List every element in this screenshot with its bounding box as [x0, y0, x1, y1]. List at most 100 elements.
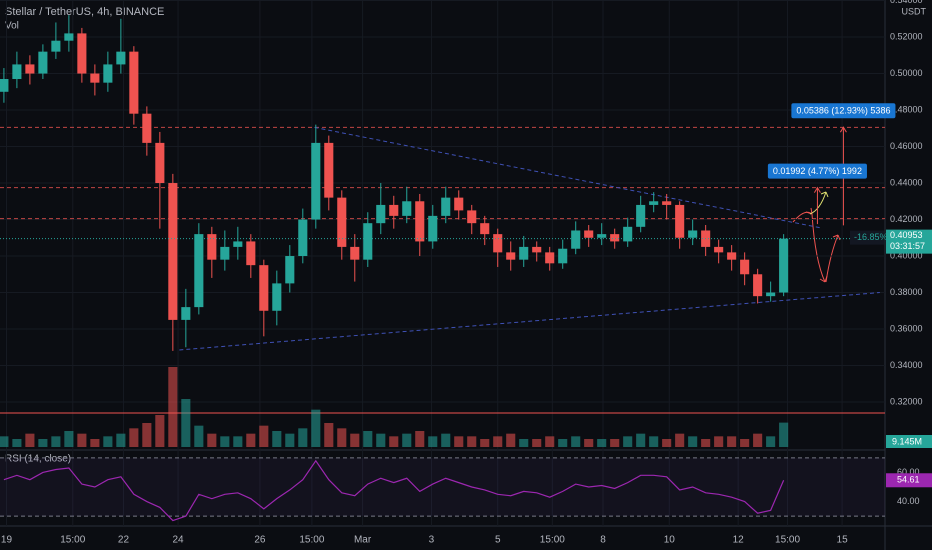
candle-body	[12, 64, 22, 80]
candle-body	[753, 274, 763, 297]
candle-body	[64, 33, 74, 41]
volume-bar	[142, 423, 152, 447]
x-tick-label: 26	[254, 535, 266, 546]
volume-bar	[168, 367, 178, 447]
volume-bar	[311, 409, 321, 447]
volume-bar	[12, 439, 22, 447]
volume-bar	[324, 423, 334, 447]
trendline	[179, 292, 880, 351]
trendline	[314, 126, 821, 229]
candle-body	[337, 197, 347, 247]
candle-body	[454, 197, 464, 211]
measure-arrow	[839, 126, 847, 133]
volume-bar	[597, 439, 607, 447]
volume-bar	[649, 436, 659, 447]
y-tick-label: 0.42000	[890, 214, 923, 224]
volume-bar	[389, 436, 399, 447]
candle-body	[376, 204, 386, 224]
rsi-title: RSI (14, close)	[5, 454, 71, 465]
volume-bar	[779, 422, 789, 447]
volume-bar	[402, 433, 412, 447]
measure-label: 0.05386 (12.93%) 5386	[796, 106, 890, 116]
candle-body	[610, 234, 620, 242]
x-tick-label: 24	[172, 535, 184, 546]
volume-bar	[77, 433, 87, 447]
candle-body	[194, 234, 204, 308]
candle-body	[415, 201, 425, 242]
candle-body	[129, 51, 139, 114]
volume-bar	[51, 436, 61, 447]
candle-body	[779, 238, 789, 293]
candle-body	[246, 241, 256, 266]
last-price-box	[886, 229, 932, 254]
volume-bar	[337, 428, 347, 447]
x-tick-label: 15:00	[775, 535, 800, 546]
volume-bar	[753, 433, 763, 447]
x-tick-label: 3	[429, 535, 435, 546]
candle-body	[441, 197, 451, 216]
candle-body	[545, 252, 555, 264]
candle-body	[116, 51, 126, 65]
candle-body	[207, 234, 217, 260]
volume-bar	[103, 436, 113, 447]
volume-bar	[662, 439, 672, 447]
volume-bar	[740, 439, 750, 447]
volume-bar	[415, 431, 425, 447]
volume-bar	[298, 428, 308, 447]
volume-bar	[467, 436, 477, 447]
candle-body	[311, 142, 321, 220]
candle-body	[77, 33, 87, 74]
y-tick-label: 0.44000	[890, 177, 923, 187]
volume-bar	[25, 433, 35, 447]
volume-label-box	[886, 435, 932, 448]
candle-body	[571, 230, 581, 249]
volume-bar	[701, 439, 711, 447]
volume-bar	[116, 433, 126, 447]
x-tick-label: 15:00	[540, 535, 565, 546]
x-tick-label: 19	[1, 535, 13, 546]
volume-bar	[129, 428, 139, 447]
y-tick-label: 0.36000	[890, 323, 923, 333]
x-tick-label: 8	[600, 535, 606, 546]
volume-label: 9.145M	[892, 436, 922, 446]
candle-body	[51, 40, 61, 52]
candle-body	[675, 204, 685, 238]
volume-bar	[220, 436, 230, 447]
rsi-line	[3, 459, 785, 522]
y-tick-label: 0.40000	[890, 250, 923, 260]
candle-body	[623, 226, 633, 242]
candle-body	[168, 183, 178, 320]
volume-bar	[636, 433, 646, 447]
candle-body	[519, 246, 529, 260]
volume-title: Vol	[5, 21, 19, 32]
candle-body	[714, 246, 724, 253]
candle-body	[727, 252, 737, 260]
rsi-label: 54.61	[897, 475, 920, 485]
change-box	[850, 230, 884, 245]
x-tick-label: 15:00	[60, 535, 85, 546]
y-tick-label: 0.32000	[890, 396, 923, 406]
measure-box	[791, 103, 896, 119]
candle-body	[38, 51, 48, 74]
x-tick-label: 15:00	[299, 535, 324, 546]
volume-bar	[727, 436, 737, 447]
measure-box	[767, 163, 867, 179]
candle-body	[181, 307, 191, 320]
last-price-label: 0.40953	[890, 230, 923, 240]
candle-body	[766, 292, 776, 297]
y-tick-label: 0.54000	[890, 0, 923, 5]
volume-bar	[480, 439, 490, 447]
candle-body	[597, 234, 607, 238]
x-tick-label: 12	[733, 535, 745, 546]
measure-label: 0.01992 (4.77%) 1992	[773, 166, 862, 176]
volume-bar	[688, 436, 698, 447]
x-tick-label: 10	[664, 535, 676, 546]
volume-bar	[558, 439, 568, 447]
candle-body	[259, 265, 269, 311]
volume-bar	[272, 431, 282, 447]
volume-bar	[675, 433, 685, 447]
rsi-band-fill	[0, 457, 885, 517]
volume-bar	[441, 433, 451, 447]
volume-bar	[428, 436, 438, 447]
